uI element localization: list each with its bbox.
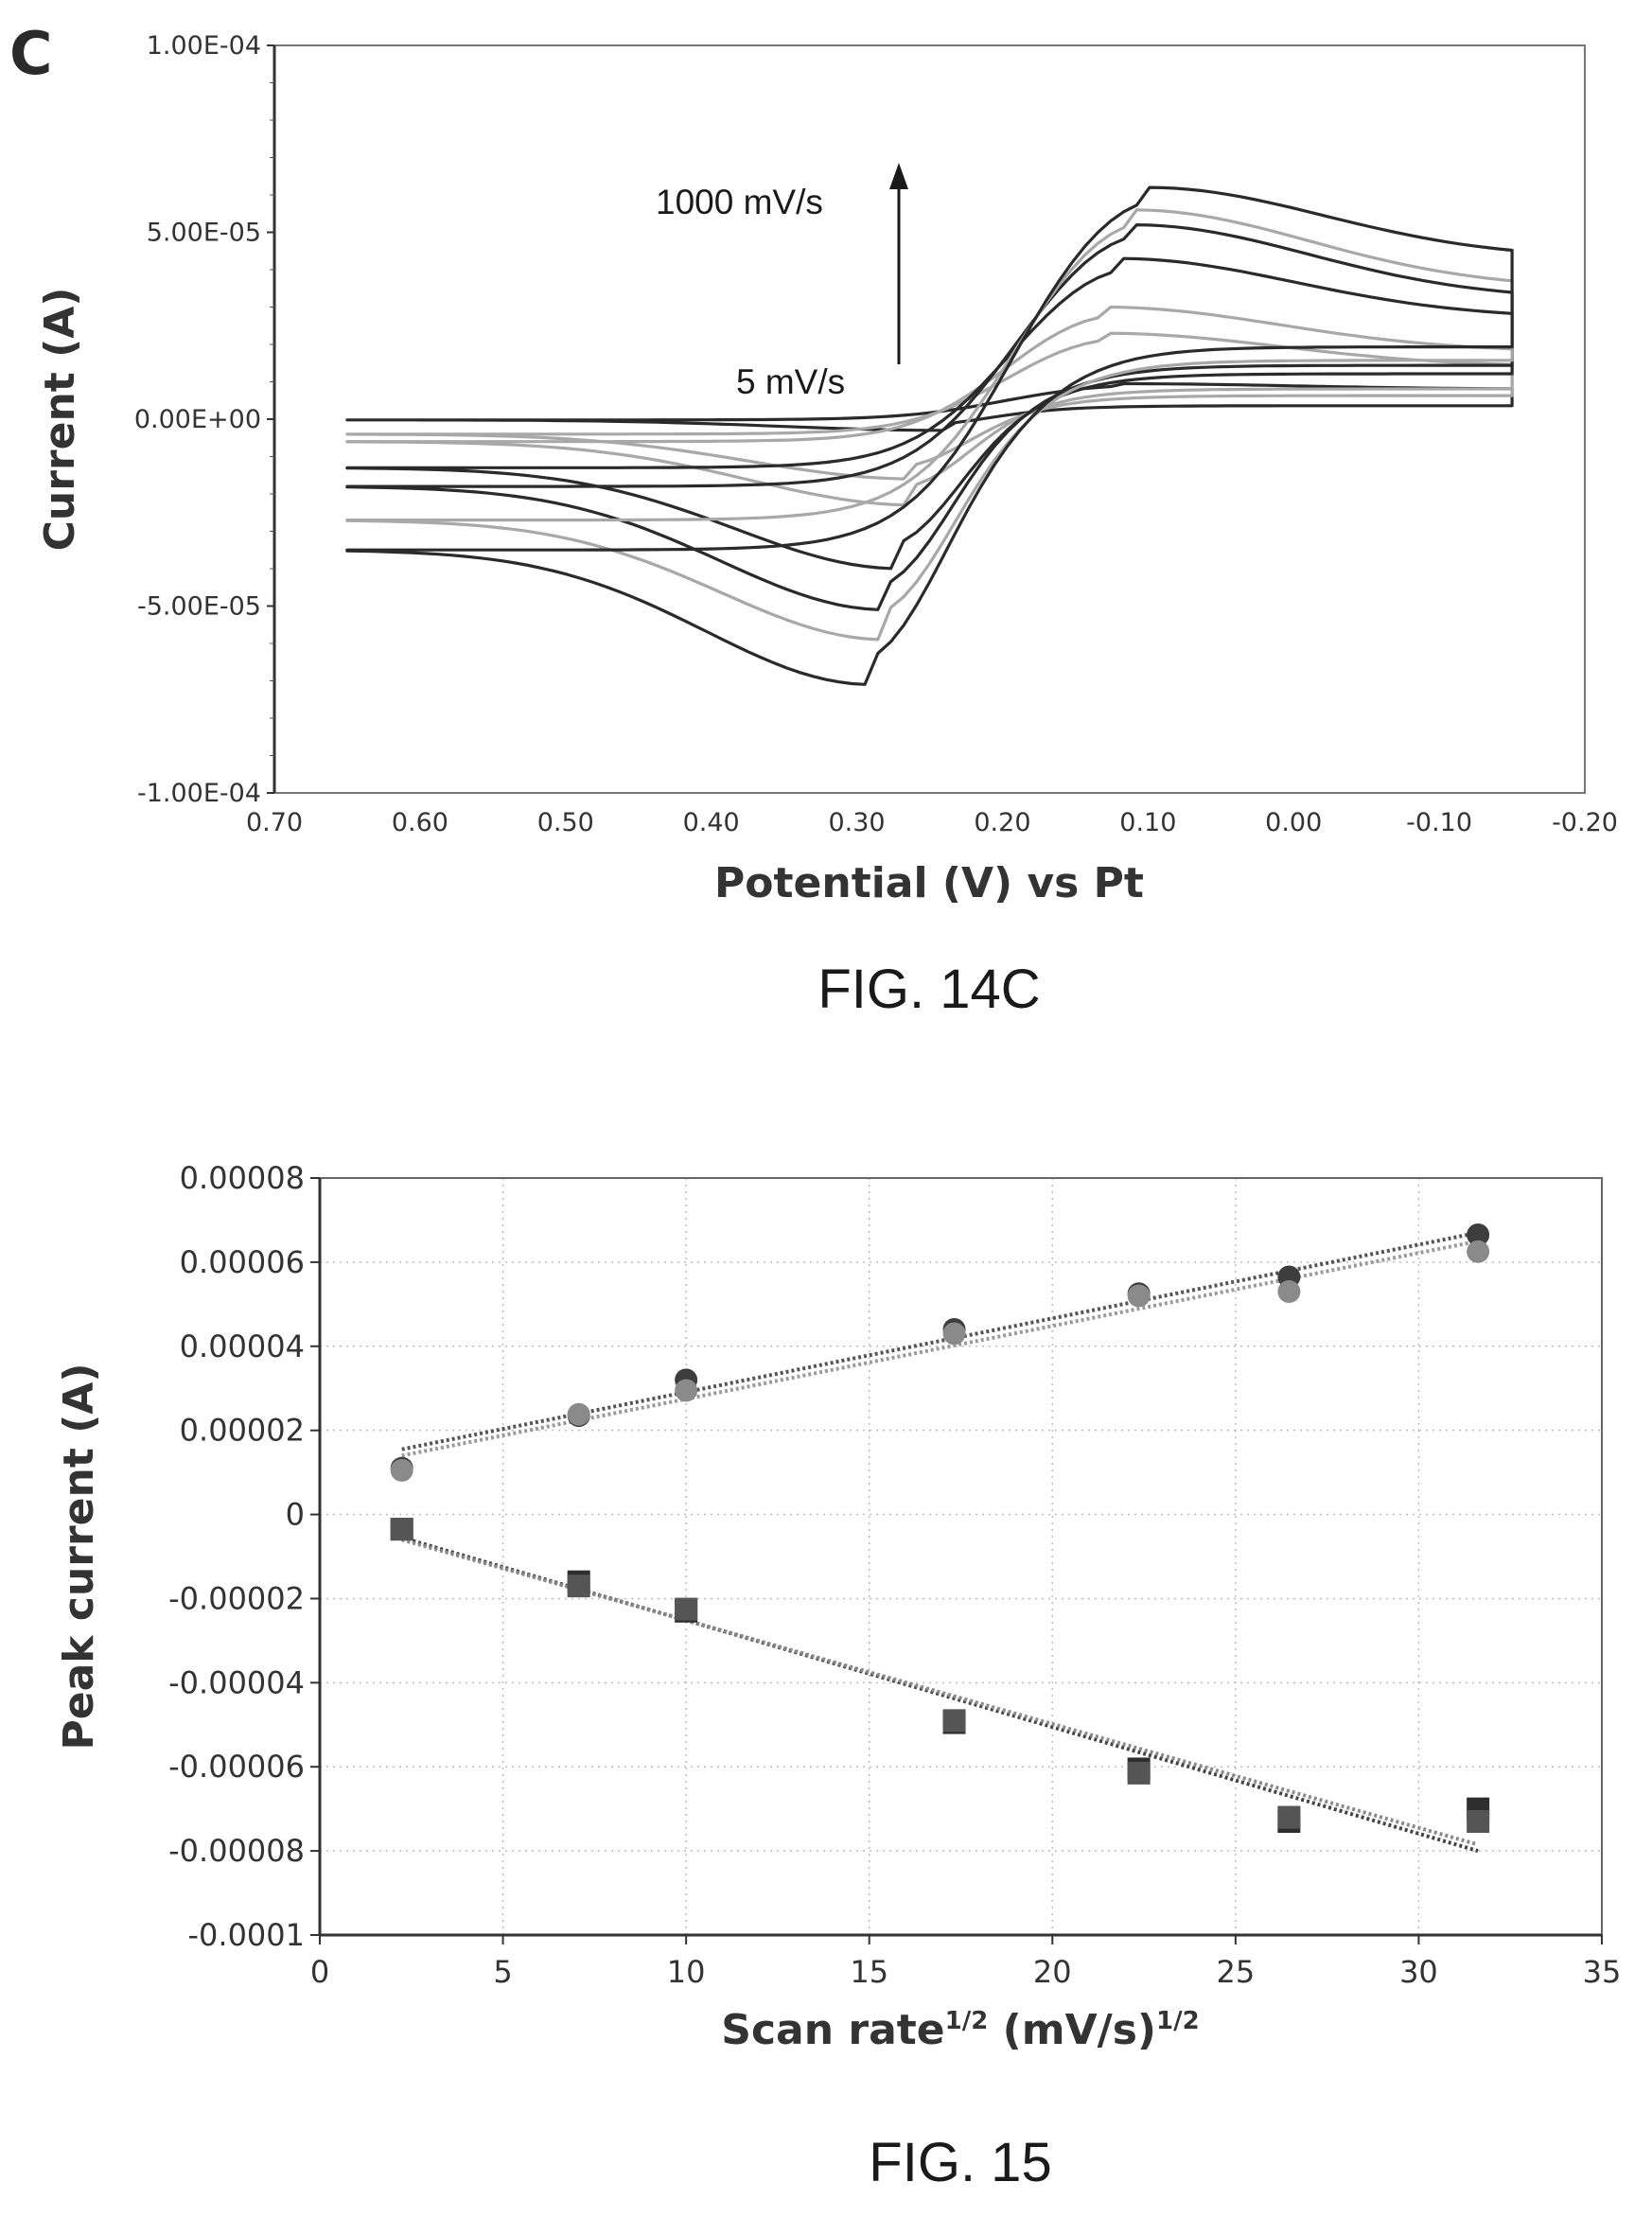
- peak-current-chart: 0.00008 0.00006 0.00004 0.00002 0 -0.00002 -0.…: [55, 1160, 1621, 2193]
- circle-marker: [1127, 1284, 1151, 1308]
- circle-marker: [567, 1402, 590, 1426]
- data-points: [390, 1223, 1490, 1833]
- x-tick-label: -0.20: [1552, 808, 1618, 837]
- x-tick-label: -0.10: [1406, 808, 1472, 837]
- y-tick-label: -1.00E-04: [137, 779, 261, 808]
- y-tick-labels-15: 0.00008 0.00006 0.00004 0.00002 0 -0.00002 -0.…: [168, 1160, 320, 1953]
- circle-marker: [942, 1322, 966, 1346]
- annotation-5mvs: 5 mV/s: [736, 362, 845, 401]
- square-marker: [567, 1575, 590, 1598]
- y-tick-label: 0.00E+00: [134, 405, 261, 434]
- x-tick-label: 0.00: [1265, 808, 1322, 837]
- circle-marker: [1467, 1223, 1490, 1246]
- x-tick-label: 35: [1583, 1954, 1622, 1990]
- x-tick-labels: 0.70 0.60 0.50 0.40 0.30 0.20 0.10 0.00 -0.10 -0.…: [246, 808, 1618, 837]
- figure-caption-14c: FIG. 14C: [817, 959, 1040, 1020]
- trendline: [401, 1239, 1479, 1458]
- square-marker: [390, 1518, 413, 1541]
- cv-curve: [345, 305, 1514, 507]
- x-tick-label: 0.10: [1119, 808, 1176, 837]
- y-tick-label: 1.00E-04: [147, 31, 261, 61]
- y-axis-label: Current (A): [36, 288, 84, 552]
- x-tick-label: 0.60: [392, 808, 448, 837]
- x-tick-label: 10: [667, 1954, 706, 1990]
- cv-curve: [345, 381, 1514, 432]
- square-marker: [1467, 1810, 1490, 1833]
- cv-chart: C 1.00E-04 5.00E-05 0.00E+00 -5.00E-05 -1.00…: [9, 19, 1618, 1020]
- y-tick-label: 0.00004: [180, 1328, 305, 1364]
- square-marker: [1127, 1761, 1151, 1785]
- plot-frame-15: [319, 1177, 1603, 1936]
- circle-marker: [390, 1458, 413, 1482]
- figure-caption-15: FIG. 15: [869, 2132, 1051, 2193]
- trendline: [401, 1538, 1479, 1847]
- x-tick-label: 25: [1216, 1954, 1255, 1990]
- y-tick-label: -0.00006: [168, 1749, 305, 1785]
- cv-curve: [345, 256, 1514, 571]
- y-tick-label: 0.00002: [180, 1413, 305, 1449]
- x-axis-label: Potential (V) vs Pt: [714, 859, 1144, 907]
- cv-curves: [345, 185, 1514, 686]
- trendline: [401, 1536, 1479, 1854]
- annotation-1000mvs: 1000 mV/s: [656, 183, 823, 221]
- y-tick-label: -0.0001: [187, 1917, 305, 1953]
- cv-curve: [345, 185, 1514, 686]
- cv-curve: [345, 331, 1514, 481]
- square-marker: [942, 1709, 966, 1733]
- y-tick-label: 5.00E-05: [147, 219, 261, 248]
- x-tick-label: 0: [310, 1954, 329, 1990]
- cv-curve: [345, 208, 1514, 642]
- arrow-head-icon: [889, 163, 908, 189]
- x-tick-label: 0.40: [683, 808, 740, 837]
- circle-marker: [1467, 1240, 1490, 1263]
- y-tick-label: -0.00002: [168, 1580, 305, 1616]
- y-axis-label-15: Peak current (A): [55, 1364, 103, 1751]
- x-tick-label: 0.50: [537, 808, 594, 837]
- x-tick-label: 0.30: [828, 808, 885, 837]
- x-tick-labels-15: 0 5 10 15 20 25 30 35: [310, 1935, 1622, 1990]
- x-tick-label: 30: [1399, 1954, 1438, 1990]
- circle-marker: [1277, 1280, 1301, 1303]
- y-tick-label: 0.00008: [180, 1160, 305, 1196]
- square-marker: [675, 1597, 698, 1621]
- gridlines: [319, 1177, 1603, 1936]
- trendline: [401, 1230, 1479, 1452]
- x-tick-label: 5: [493, 1954, 512, 1990]
- x-tick-label: 0.70: [246, 808, 303, 837]
- y-tick-label: 0.00006: [180, 1244, 305, 1280]
- y-tick-label: -0.00004: [168, 1664, 305, 1700]
- cv-curve: [345, 223, 1514, 611]
- circle-marker: [675, 1379, 698, 1402]
- x-tick-label: 15: [850, 1954, 888, 1990]
- x-tick-label: 20: [1033, 1954, 1072, 1990]
- y-tick-label: 0: [286, 1497, 305, 1533]
- panel-letter: C: [9, 19, 53, 88]
- trendlines: [401, 1230, 1479, 1854]
- square-marker: [1277, 1805, 1301, 1829]
- y-tick-label: -5.00E-05: [137, 592, 261, 622]
- y-tick-label: -0.00008: [168, 1833, 305, 1869]
- y-tick-labels: 1.00E-04 5.00E-05 0.00E+00 -5.00E-05 -1.00E-…: [134, 31, 274, 808]
- x-axis-label-15: Scan rate1/2 (mV/s)1/2: [721, 2006, 1199, 2054]
- x-tick-label: 0.20: [974, 808, 1030, 837]
